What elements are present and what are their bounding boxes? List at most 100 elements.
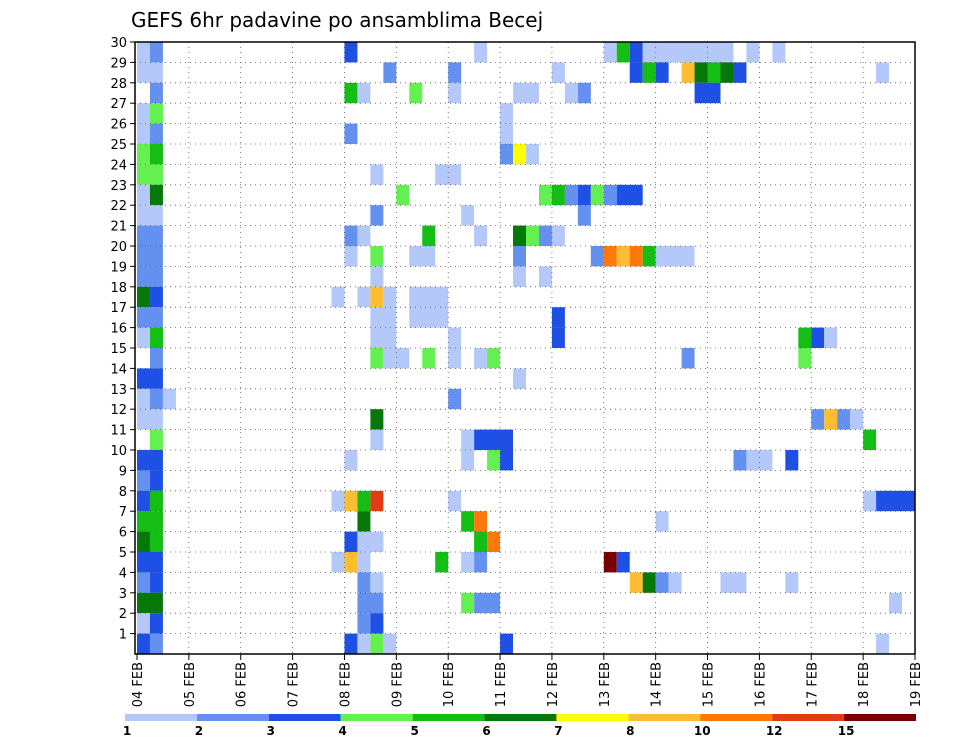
heatmap-cell: [513, 82, 539, 104]
heatmap-cell: [344, 246, 358, 267]
heatmap-cell: [149, 429, 163, 450]
y-tick-label: 16: [110, 322, 127, 337]
legend-swatch: [412, 714, 485, 721]
heatmap-cell: [370, 348, 384, 369]
heatmap-cell: [137, 368, 163, 389]
heatmap-cell: [357, 286, 371, 308]
heatmap-cell: [383, 348, 410, 369]
legend-break-label: 5: [410, 724, 418, 738]
heatmap-cell: [149, 286, 163, 308]
heatmap-cell: [383, 62, 397, 83]
heatmap-cell: [461, 205, 475, 226]
heatmap-cell: [746, 42, 760, 63]
heatmap-cell: [603, 42, 617, 63]
heatmap-cell: [137, 592, 163, 614]
heatmap-cell: [137, 552, 163, 573]
heatmap-cell: [811, 327, 825, 348]
heatmap-cell: [344, 490, 358, 512]
heatmap-cell: [137, 450, 163, 471]
heatmap-cell: [629, 572, 643, 593]
heatmap-cell: [344, 552, 358, 573]
y-tick-label: 17: [110, 301, 127, 316]
heatmap-cell: [474, 552, 488, 573]
y-tick-label: 7: [119, 505, 127, 520]
heatmap-cell: [577, 205, 591, 226]
x-tick-label: 14 FEB: [650, 662, 665, 707]
heatmap-cell: [681, 62, 695, 83]
heatmap-cell: [370, 409, 384, 430]
x-tick-label: 10 FEB: [442, 662, 457, 707]
heatmap-cell: [448, 490, 462, 512]
dotted-gridlines: [135, 42, 915, 654]
heatmap-cell: [357, 82, 371, 104]
heatmap-cell: [435, 552, 449, 573]
heatmap-cell: [137, 327, 150, 348]
heatmap-cell: [513, 368, 526, 389]
heatmap-cell: [551, 327, 565, 348]
legend-break-label: 10: [694, 724, 711, 738]
y-tick-label: 5: [119, 546, 127, 561]
heatmap-cell: [344, 450, 358, 471]
legend-break-label: 8: [626, 724, 634, 738]
heatmap-cell: [603, 184, 617, 206]
y-tick-label: 26: [110, 118, 127, 133]
heatmap-cell: [422, 348, 436, 369]
heatmap-cell: [513, 144, 526, 165]
heatmap-cell: [513, 246, 526, 267]
y-tick-label: 3: [119, 587, 127, 602]
heatmap-cell: [487, 348, 501, 369]
x-tick-label: 12 FEB: [546, 662, 561, 707]
x-tick-label: 13 FEB: [598, 662, 613, 707]
heatmap-cell: [798, 327, 812, 348]
heatmap-cell: [357, 225, 371, 246]
heatmap-cell: [357, 572, 371, 593]
heatmap-cell: [642, 42, 734, 63]
y-tick-label: 10: [110, 444, 127, 459]
chart-title: GEFS 6hr padavine po ansamblima Becej: [131, 8, 543, 32]
heatmap-cell: [149, 613, 163, 634]
heatmap-cell: [837, 409, 851, 430]
heatmap-cell: [551, 184, 565, 206]
heatmap-cell: [331, 552, 345, 573]
heatmap-cell: [149, 103, 163, 124]
heatmap-cell: [513, 266, 526, 287]
x-tick-label: 18 FEB: [857, 662, 872, 707]
heatmap-cell: [487, 531, 501, 552]
heatmap-cell: [474, 511, 488, 532]
heatmap-cell: [538, 184, 552, 206]
y-tick-label: 11: [110, 424, 127, 439]
y-tick-label: 2: [119, 607, 127, 622]
x-tick-label: 05 FEB: [183, 662, 198, 707]
heatmap-cell: [137, 205, 163, 226]
heatmap-cell: [564, 184, 578, 206]
heatmap-cell: [137, 490, 150, 512]
heatmap-cell: [370, 572, 384, 593]
heatmap-cell: [798, 348, 812, 369]
heatmap-cell: [357, 511, 371, 532]
y-tick-label: 12: [110, 403, 127, 418]
legend-swatch: [700, 714, 773, 721]
x-tick-label: 19 FEB: [909, 662, 924, 707]
heatmap-cell: [149, 572, 163, 593]
y-tick-label: 25: [110, 138, 127, 153]
legend-break-label: 15: [838, 724, 855, 738]
heatmap-cell: [149, 144, 163, 165]
heatmap-cell: [811, 409, 825, 430]
y-tick-label: 28: [110, 77, 127, 92]
heatmap-cell: [357, 490, 371, 512]
heatmap-cell: [357, 531, 384, 552]
heatmap-cell: [603, 246, 617, 267]
heatmap-cell: [137, 164, 163, 185]
heatmap-cell: [461, 429, 475, 450]
y-tick-label: 24: [110, 158, 127, 173]
heatmap-cell: [461, 592, 475, 614]
y-tick-label: 9: [119, 464, 127, 479]
heatmap-cell: [863, 429, 877, 450]
heatmap-cell: [616, 246, 630, 267]
heatmap-cell: [577, 82, 591, 104]
y-axis-ticks: 1234567891011121314151617181920212223242…: [110, 36, 135, 643]
heatmap-cell: [149, 123, 163, 144]
y-tick-label: 20: [110, 240, 127, 255]
heatmap-cell: [577, 184, 591, 206]
